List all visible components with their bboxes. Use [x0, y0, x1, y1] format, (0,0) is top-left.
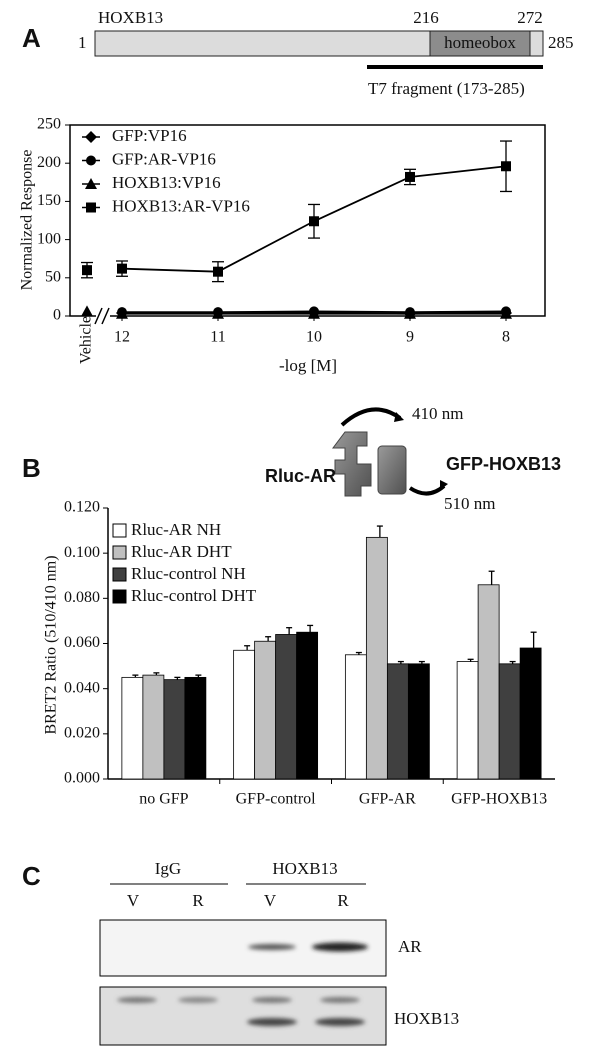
axis-break [94, 307, 110, 325]
acceptor-emission: 510 nm [444, 494, 495, 513]
domain-label: homeobox [444, 33, 516, 52]
y-tick-label: 0.100 [64, 544, 100, 561]
legend-label: GFP:AR-VP16 [112, 149, 216, 168]
x-tick-label: GFP-AR [359, 791, 416, 808]
marker [405, 171, 415, 182]
row-label: AR [398, 937, 422, 956]
legend-label: Rluc-control DHT [131, 586, 257, 605]
protein-name: HOXB13 [98, 8, 163, 27]
y-tick-label: 0.120 [64, 499, 100, 516]
bar [121, 676, 144, 780]
legend-label: Rluc-AR DHT [131, 542, 232, 561]
marker [500, 307, 512, 319]
y-tick-label: 0.020 [64, 725, 100, 742]
legend-label: HOXB13:AR-VP16 [112, 196, 250, 215]
y-tick-label: 150 [37, 192, 61, 209]
legend-swatch [112, 545, 127, 560]
domain-start: 216 [413, 8, 439, 27]
y-tick-label: 0.080 [64, 589, 100, 606]
bar [184, 676, 207, 780]
bar [477, 584, 500, 780]
lane-label: V [264, 891, 277, 910]
legend-label: Rluc-control NH [131, 564, 246, 583]
y-tick-label: 0.000 [64, 770, 100, 787]
bar [275, 634, 298, 780]
x-axis-label: -log [M] [279, 356, 337, 375]
lane-label: R [192, 891, 204, 910]
x-tick-label: GFP-HOXB13 [451, 791, 547, 808]
lane-label: V [127, 891, 140, 910]
legend-swatch [112, 589, 127, 604]
x-tick-label: no GFP [139, 791, 188, 808]
x-tick-label: 8 [502, 329, 510, 346]
homeobox-box [429, 30, 531, 57]
group-label: HOXB13 [272, 859, 337, 878]
protein-end: 285 [548, 33, 574, 52]
x-tick-label: 10 [306, 329, 322, 346]
legend-swatch [112, 567, 127, 582]
panel-label: C [22, 861, 41, 891]
bar [456, 661, 479, 780]
legend-label: HOXB13:VP16 [112, 173, 221, 192]
marker [117, 263, 127, 274]
marker [81, 305, 93, 317]
y-tick-label: 0.060 [64, 634, 100, 651]
row-label: HOXB13 [394, 1009, 459, 1028]
donor-label: Rluc-AR [265, 466, 336, 486]
protein-start: 1 [78, 33, 87, 52]
bar [386, 663, 409, 780]
marker [404, 307, 416, 319]
bar [498, 663, 521, 780]
domain-end: 272 [517, 8, 543, 27]
marker [213, 266, 223, 277]
panel-label: B [22, 453, 41, 483]
fragment-label: T7 fragment (173-285) [368, 79, 525, 98]
bar [519, 647, 542, 780]
y-tick-label: 50 [45, 268, 61, 285]
panel-label: A [22, 23, 41, 53]
legend-label: Rluc-AR NH [131, 520, 221, 539]
plot-frame [69, 124, 546, 317]
bar [142, 674, 165, 780]
x-tick-label: 9 [406, 329, 414, 346]
marker [212, 307, 224, 319]
blot-hoxb13 [99, 986, 387, 1046]
acceptor-label: GFP-HOXB13 [446, 454, 561, 474]
x-tick-label: 12 [114, 329, 130, 346]
legend-swatch [112, 523, 127, 538]
y-axis-label: BRET2 Ratio (510/410 nm) [43, 555, 60, 734]
y-tick-label: 200 [37, 154, 61, 171]
x-tick-label: Vehicle [78, 316, 95, 364]
blot-ar [99, 919, 387, 977]
bar [407, 663, 430, 780]
y-tick-label: 0 [53, 307, 61, 324]
bar [163, 679, 186, 780]
x-tick-label: GFP-control [236, 791, 317, 808]
bar [365, 536, 388, 780]
y-tick-label: 100 [37, 230, 61, 247]
y-tick-label: 250 [37, 116, 61, 133]
y-axis-label: Normalized Response [19, 150, 36, 291]
marker [309, 216, 319, 227]
group-label: IgG [155, 859, 181, 878]
bret-schematic [332, 407, 448, 497]
lane-label: R [337, 891, 349, 910]
bar [233, 649, 256, 780]
marker [82, 265, 92, 276]
x-tick-label: 11 [210, 329, 225, 346]
bar [344, 654, 367, 780]
y-tick-label: 0.040 [64, 679, 100, 696]
marker [308, 307, 320, 319]
bar [254, 640, 277, 780]
donor-emission: 410 nm [412, 404, 463, 423]
marker [116, 307, 128, 319]
legend-label: GFP:VP16 [112, 126, 187, 145]
bar [296, 631, 319, 780]
marker [501, 161, 511, 172]
